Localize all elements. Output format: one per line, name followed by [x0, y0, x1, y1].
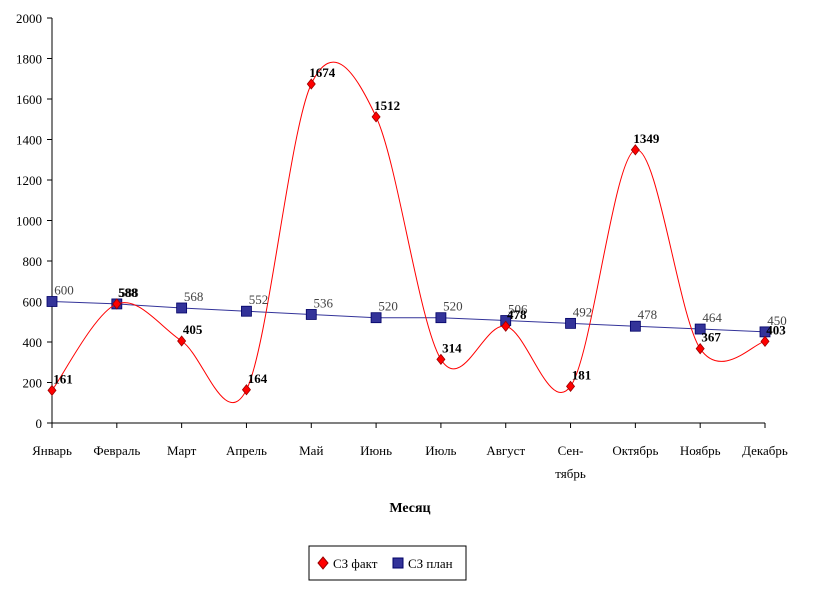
fact-value-label: 1674: [309, 65, 336, 80]
y-tick-label: 800: [23, 254, 43, 269]
plan-point: [241, 305, 252, 317]
legend-plan-marker: [392, 557, 404, 569]
x-tick-label: Декабрь: [742, 443, 788, 458]
fact-point: [630, 144, 640, 156]
y-tick-label: 1800: [16, 52, 42, 67]
plan-value-label: 588: [119, 285, 139, 300]
fact-value-label: 588: [118, 285, 138, 300]
fact-value-label: 161: [53, 371, 73, 386]
x-tick-label: Январь: [32, 443, 72, 458]
legend-fact-label: СЗ факт: [333, 556, 378, 571]
plan-value-label: 478: [638, 307, 658, 322]
x-tick-label: Май: [299, 443, 323, 458]
y-tick-label: 1200: [16, 173, 42, 188]
x-tick-label: Март: [167, 443, 197, 458]
fact-point: [760, 335, 770, 348]
y-tick-label: 400: [23, 335, 43, 350]
plan-value-label: 520: [378, 299, 398, 314]
plan-point: [46, 296, 58, 307]
fact-value-label: 1349: [633, 131, 660, 146]
y-tick-label: 200: [23, 376, 43, 391]
legend-fact-marker: [317, 556, 329, 570]
series-layer: [46, 61, 771, 403]
y-tick-label: 0: [36, 416, 43, 431]
legend: СЗ факт СЗ план: [308, 545, 467, 581]
fact-point: [112, 298, 122, 310]
series-plan: [46, 296, 771, 338]
y-tick-label: 1600: [16, 92, 42, 107]
fact-value-label: 478: [507, 307, 527, 322]
plan-point: [435, 312, 447, 324]
plan-value-label: 536: [314, 295, 334, 310]
fact-point: [306, 78, 316, 90]
fact-value-label: 403: [766, 322, 786, 337]
x-tick-label: Ноябрь: [680, 443, 721, 458]
plan-value-label: 552: [249, 292, 269, 307]
y-axis: 0 200 400 600 800 1000 1200 1400 1600 1800 2000: [16, 11, 53, 431]
legend-plan-label: СЗ план: [408, 556, 453, 571]
x-axis-title: Месяц: [389, 501, 430, 516]
x-tick-label: Февраль: [93, 443, 140, 458]
x-tick-label: Апрель: [226, 443, 267, 458]
fact-point: [371, 111, 381, 123]
y-tick-label: 1400: [16, 133, 42, 148]
plan-value-label: 568: [184, 289, 204, 304]
fact-value-label: 367: [701, 330, 721, 345]
fact-value-label: 1512: [374, 98, 400, 113]
x-axis: Январь Февраль Март Апрель Май Июнь Июль Август…: [32, 422, 788, 481]
plan-point: [565, 317, 576, 329]
plan-point: [176, 302, 188, 314]
x-tick-label: Октябрь: [612, 443, 658, 458]
fact-value-label: 405: [183, 322, 203, 337]
plan-value-label: 600: [54, 283, 74, 298]
x-tick-label: Август: [486, 443, 525, 458]
fact-point: [566, 380, 576, 392]
fact-value-label: 181: [572, 367, 592, 382]
fact-point: [47, 384, 57, 397]
plan-value-label: 506: [508, 302, 528, 317]
plan-value-label: 464: [702, 310, 722, 325]
series-line: [51, 301, 766, 333]
y-tick-label: 1000: [16, 214, 42, 229]
plan-point: [370, 312, 382, 324]
fact-point: [501, 320, 511, 332]
fact-point: [436, 353, 446, 366]
x-tick-label: Июль: [425, 443, 456, 458]
y-tick-label: 600: [23, 295, 43, 310]
plan-value-label: 492: [573, 304, 593, 319]
fact-value-label: 164: [248, 371, 268, 386]
fact-value-label: 314: [442, 340, 462, 355]
y-tick-label: 2000: [16, 11, 42, 26]
plan-point: [305, 309, 317, 320]
fact-point: [241, 384, 251, 396]
plan-point: [629, 320, 641, 332]
series-fact: [47, 61, 770, 403]
plan-value-label: 450: [767, 313, 787, 328]
fact-point: [695, 343, 705, 355]
legend-box: [308, 545, 467, 581]
plan-value-label: 520: [443, 299, 463, 314]
x-tick-label: Сен-тябрь: [555, 443, 586, 481]
fact-point: [177, 335, 187, 347]
series-line: [51, 61, 766, 403]
data-labels: 600 588 568 552 536 520 520 506 492 478 464 4501615…: [53, 65, 787, 386]
x-tick-label: Июнь: [360, 443, 392, 458]
plan-point: [694, 323, 706, 335]
